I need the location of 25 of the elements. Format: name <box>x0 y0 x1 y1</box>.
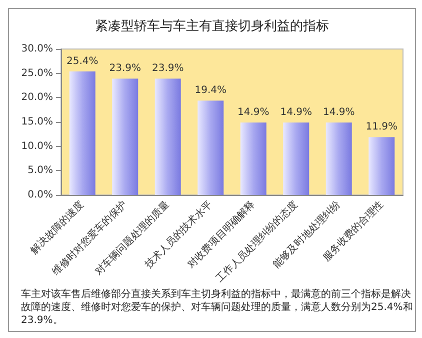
data-label: 25.4% <box>66 56 98 67</box>
data-label: 14.9% <box>280 106 312 118</box>
data-label: 11.9% <box>366 122 398 133</box>
y-tick-label: 5.0% <box>28 165 53 176</box>
y-tick-label: 15.0% <box>21 116 53 128</box>
bar <box>240 122 266 195</box>
data-label: 23.9% <box>109 63 142 74</box>
y-tick-label: 20.0% <box>21 92 53 104</box>
y-tick-label: 25.0% <box>21 68 53 79</box>
y-tick-label: 30.0% <box>21 44 53 54</box>
bar <box>198 100 224 195</box>
bar <box>283 122 310 195</box>
data-label: 14.9% <box>322 106 355 118</box>
bar <box>326 122 352 195</box>
data-label: 23.9% <box>152 63 184 74</box>
text: 车主对该车售后维修部分直接关系到车主切身利益的指标中，最满意的前三个指标是解决故障的速度、维修时对您爱车的保护、对车辆问题处理的质量，满意人数分别为25.4%和23.9%。 <box>21 288 413 326</box>
data-label: 19.4% <box>194 85 227 96</box>
bar <box>112 78 138 195</box>
chart-title: 紧凑型轿车与车主有直接切身利益的指标 <box>95 18 329 34</box>
bar <box>368 137 395 195</box>
y-tick-label: 0.0% <box>28 190 53 200</box>
bar <box>154 78 181 195</box>
data-label: 14.9% <box>237 106 270 118</box>
y-tick-label: 10.0% <box>21 140 53 152</box>
bar <box>69 71 96 195</box>
